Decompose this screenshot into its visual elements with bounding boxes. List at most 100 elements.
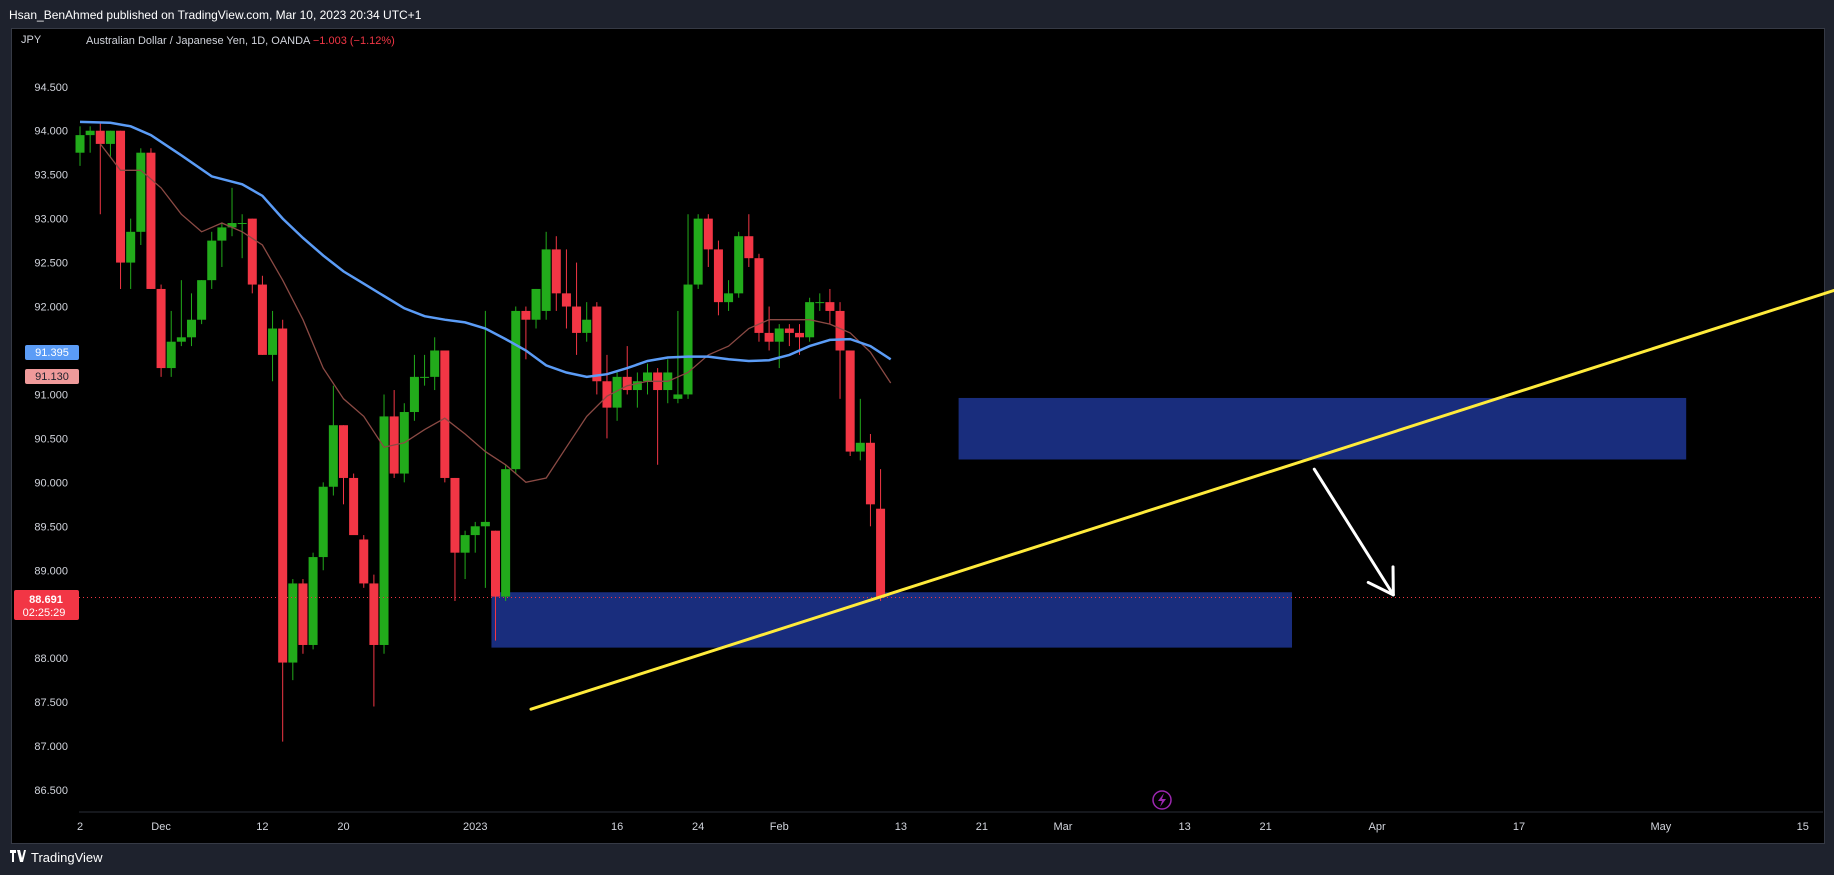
trendline <box>529 288 1834 711</box>
candle-body-0 <box>75 135 85 153</box>
candle-body-40 <box>480 521 490 527</box>
y-tick-label-9: 90.000 <box>34 477 68 489</box>
candle-body-75 <box>835 310 845 351</box>
candle-body-63 <box>713 249 723 303</box>
candle-body-15 <box>227 223 237 228</box>
down-arrow-shaft <box>1312 467 1395 597</box>
candle-body-33 <box>409 376 419 413</box>
y-tick-label-3: 93.000 <box>34 214 68 226</box>
candle-body-79 <box>876 508 886 598</box>
y-tick-label-5: 92.000 <box>34 302 68 314</box>
publish-header: Hsan_BenAhmed published on TradingView.c… <box>0 0 1834 28</box>
candle-body-10 <box>176 337 186 342</box>
ma-long-badge: 91.395 <box>35 347 69 359</box>
x-tick-label-15: May <box>1650 821 1671 833</box>
candle-body-27 <box>349 477 359 536</box>
candle-body-76 <box>845 350 855 452</box>
candle-body-64 <box>724 293 734 303</box>
price-unit-label: JPY <box>21 34 42 46</box>
x-tick-label-4: 2023 <box>463 821 487 833</box>
candle-body-11 <box>186 319 196 338</box>
candles <box>75 121 886 742</box>
candle-body-43 <box>511 310 521 470</box>
candle-body-1 <box>85 130 95 136</box>
candle-body-77 <box>855 442 865 452</box>
symbol-title: Australian Dollar / Japanese Yen, 1D, OA… <box>86 35 310 47</box>
candle-body-46 <box>541 249 551 311</box>
candle-body-7 <box>146 152 156 289</box>
candle-body-47 <box>551 249 561 294</box>
candle-body-8 <box>156 288 166 369</box>
x-tick-label-6: 24 <box>692 821 704 833</box>
ma-long-badge-bg <box>25 345 79 360</box>
candle-body-44 <box>521 310 531 320</box>
support-zones <box>491 397 1687 648</box>
candle-body-60 <box>683 284 693 395</box>
candle-body-6 <box>136 152 146 232</box>
candle-body-51 <box>592 306 602 382</box>
ma-short-badge-bg <box>25 369 79 384</box>
support-zone-1 <box>958 397 1687 460</box>
tradingview-logo-icon <box>10 850 26 865</box>
candle-body-2 <box>95 130 105 144</box>
candle-body-25 <box>328 425 338 487</box>
candle-body-78 <box>865 442 875 505</box>
candle-body-24 <box>318 486 328 558</box>
candle-body-12 <box>197 280 207 320</box>
x-tick-label-5: 16 <box>611 821 623 833</box>
x-tick-label-9: 21 <box>976 821 988 833</box>
x-tick-label-2: 12 <box>256 821 268 833</box>
x-tick-label-8: 13 <box>895 821 907 833</box>
y-tick-label-2: 93.500 <box>34 170 68 182</box>
y-tick-label-1: 94.000 <box>34 126 68 138</box>
down-arrow-head <box>1366 565 1395 597</box>
x-tick-label-0: 2 <box>77 821 83 833</box>
x-tick-label-1: Dec <box>151 821 171 833</box>
bar-countdown: 02:25:29 <box>23 607 66 619</box>
candle-body-42 <box>501 469 511 597</box>
candle-body-23 <box>308 557 318 645</box>
candle-body-20 <box>278 328 288 663</box>
candle-body-74 <box>825 302 835 311</box>
candle-body-48 <box>561 293 571 307</box>
y-tick-label-14: 87.000 <box>34 741 68 753</box>
ma-short-line <box>99 143 892 484</box>
ma-long-line <box>79 120 892 379</box>
x-tick-label-16: 15 <box>1797 821 1809 833</box>
candle-body-62 <box>703 218 713 250</box>
ma-short-badge: 91.130 <box>35 371 69 383</box>
candle-body-38 <box>460 535 470 553</box>
candle-body-69 <box>774 328 784 342</box>
candle-body-52 <box>602 381 612 408</box>
candle-body-21 <box>288 583 298 663</box>
candle-body-66 <box>744 236 754 259</box>
candle-body-14 <box>217 227 227 241</box>
candle-body-68 <box>764 332 774 342</box>
drawings[interactable] <box>529 273 1834 711</box>
candle-body-22 <box>298 583 308 645</box>
candle-body-4 <box>116 130 126 263</box>
x-tick-label-14: 17 <box>1513 821 1525 833</box>
y-tick-label-7: 91.000 <box>34 389 68 401</box>
candle-body-53 <box>612 376 622 408</box>
candle-body-55 <box>632 381 642 391</box>
candle-body-70 <box>784 328 794 333</box>
brand-name: TradingView <box>31 850 103 865</box>
candle-body-3 <box>105 130 115 144</box>
price-badges: 91.395 91.130 88.691 02:25:29 <box>14 345 79 620</box>
x-tick-label-3: 20 <box>337 821 349 833</box>
tradingview-brand[interactable]: TradingView <box>10 850 103 865</box>
y-tick-label-8: 90.500 <box>34 433 68 445</box>
y-tick-label-10: 89.500 <box>34 521 68 533</box>
candle-body-71 <box>795 332 805 338</box>
x-tick-label-10: Mar <box>1054 821 1073 833</box>
lightning-icon[interactable] <box>1152 790 1172 810</box>
x-tick-label-13: Apr <box>1369 821 1386 833</box>
candle-body-54 <box>622 376 632 391</box>
y-tick-label-12: 88.000 <box>34 653 68 665</box>
candle-body-37 <box>450 477 460 553</box>
chart-legend[interactable]: Australian Dollar / Japanese Yen, 1D, OA… <box>86 35 395 47</box>
candle-body-65 <box>734 236 744 294</box>
candle-body-16 <box>237 223 247 225</box>
